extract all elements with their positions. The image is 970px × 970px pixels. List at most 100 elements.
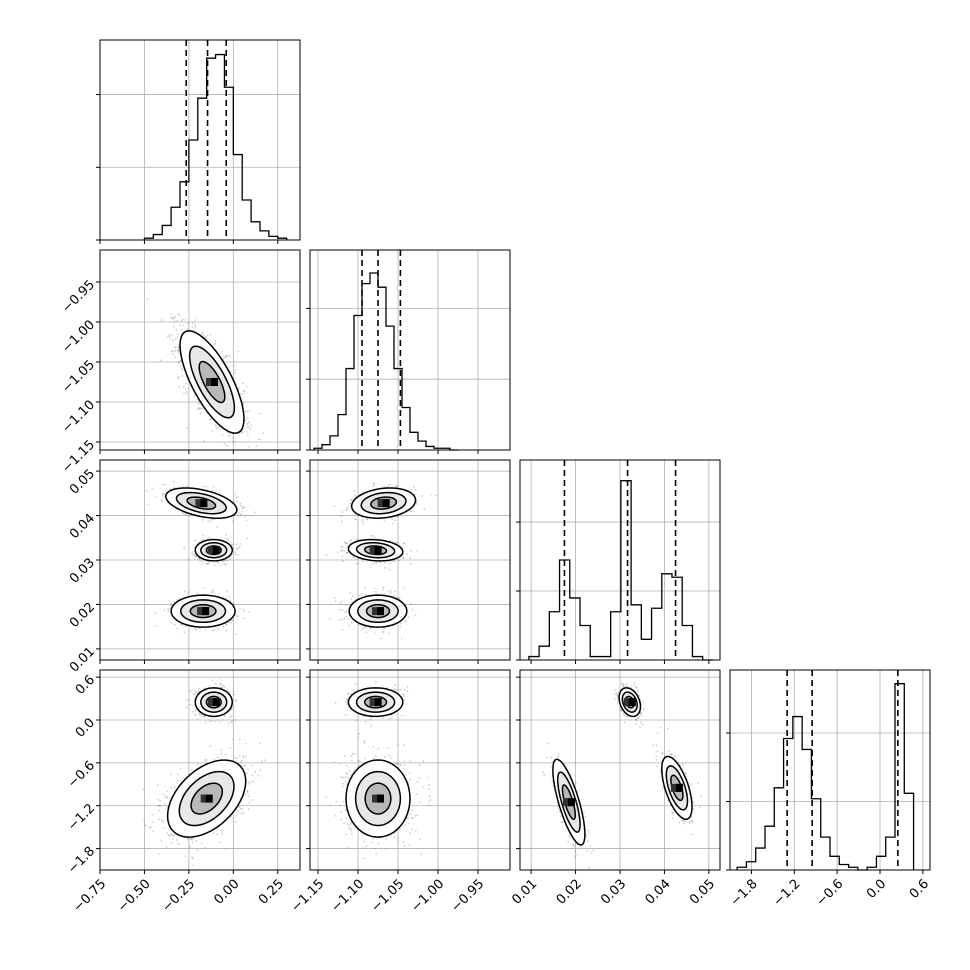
scatter-point bbox=[370, 724, 373, 727]
scatter-point bbox=[217, 628, 219, 631]
scatter-point bbox=[216, 756, 219, 759]
scatter-point bbox=[198, 402, 200, 405]
scatter-point bbox=[423, 508, 426, 511]
scatter-point bbox=[246, 417, 249, 419]
scatter-point bbox=[340, 549, 343, 552]
scatter-point bbox=[185, 382, 187, 385]
scatter-point bbox=[244, 793, 247, 796]
scatter-point bbox=[204, 628, 207, 631]
scatter-point bbox=[622, 685, 625, 688]
scatter-point bbox=[560, 821, 563, 824]
scatter-point bbox=[228, 355, 231, 358]
scatter-point bbox=[572, 843, 575, 846]
scatter-point bbox=[233, 500, 236, 503]
scatter-point bbox=[249, 428, 252, 431]
scatter-point bbox=[402, 841, 405, 843]
scatter-point bbox=[374, 591, 377, 593]
scatter-point bbox=[344, 604, 347, 607]
scatter-point bbox=[699, 806, 702, 809]
scatter-point bbox=[350, 692, 353, 695]
scatter-point bbox=[380, 637, 382, 640]
scatter-point bbox=[238, 754, 241, 757]
scatter-point bbox=[243, 610, 245, 613]
scatter-point bbox=[177, 779, 180, 782]
scatter-point bbox=[232, 436, 235, 439]
pair-content bbox=[100, 670, 300, 870]
scatter-point bbox=[158, 853, 160, 856]
scatter-point bbox=[338, 762, 341, 765]
scatter-point bbox=[176, 627, 179, 630]
scatter-point bbox=[247, 422, 249, 425]
scatter-point bbox=[228, 433, 230, 436]
scatter-point bbox=[234, 440, 236, 443]
hist-panel-3 bbox=[726, 669, 931, 874]
scatter-point bbox=[371, 563, 374, 565]
scatter-point bbox=[692, 801, 695, 803]
scatter-point bbox=[243, 390, 246, 393]
scatter-point bbox=[157, 784, 159, 787]
pair-content bbox=[100, 460, 300, 660]
scatter-point bbox=[161, 484, 164, 486]
scatter-point bbox=[223, 563, 226, 565]
scatter-point bbox=[196, 408, 198, 411]
scatter-point bbox=[403, 542, 406, 545]
scatter-point bbox=[414, 815, 417, 817]
scatter-point bbox=[350, 754, 353, 757]
scatter-point bbox=[234, 821, 237, 823]
scatter-point bbox=[157, 804, 160, 807]
y-tick-label-1-2: −1.05 bbox=[59, 357, 98, 396]
scatter-point bbox=[222, 560, 225, 563]
scatter-point bbox=[341, 548, 344, 551]
scatter-point bbox=[346, 822, 349, 825]
scatter-point bbox=[247, 426, 250, 429]
scatter-point bbox=[616, 694, 619, 697]
scatter-point bbox=[169, 336, 171, 339]
scatter-point bbox=[346, 551, 349, 554]
scatter-point bbox=[220, 686, 223, 689]
scatter-point bbox=[383, 562, 386, 564]
scatter-point bbox=[220, 682, 222, 685]
scatter-point bbox=[202, 539, 205, 541]
x-tick-label-2-3: 0.04 bbox=[643, 877, 674, 908]
scatter-point bbox=[655, 744, 658, 747]
scatter-point bbox=[630, 686, 633, 688]
scatter-point bbox=[248, 420, 250, 423]
scatter-point bbox=[373, 632, 376, 635]
scatter-point bbox=[668, 753, 671, 756]
scatter-point bbox=[620, 710, 623, 713]
scatter-point bbox=[236, 553, 239, 556]
y-tick-label-3-0: −1.8 bbox=[65, 844, 98, 877]
scatter-point bbox=[382, 586, 385, 589]
scatter-point bbox=[340, 515, 343, 518]
scatter-point bbox=[383, 485, 386, 488]
scatter-point bbox=[174, 349, 177, 351]
scatter-point bbox=[174, 786, 176, 789]
scatter-point bbox=[159, 359, 162, 362]
scatter-point bbox=[181, 367, 183, 370]
scatter-point bbox=[670, 752, 673, 755]
scatter-point bbox=[642, 708, 645, 711]
scatter-point bbox=[196, 849, 199, 852]
scatter-point bbox=[396, 837, 399, 840]
scatter-point bbox=[350, 821, 353, 824]
scatter-point bbox=[621, 683, 624, 685]
scatter-point bbox=[362, 560, 364, 563]
scatter-point bbox=[224, 563, 227, 566]
scatter-point bbox=[221, 434, 224, 437]
scatter-point bbox=[389, 589, 392, 592]
scatter-point bbox=[194, 714, 196, 717]
scatter-point bbox=[247, 781, 250, 784]
density-peak-0 bbox=[202, 607, 210, 616]
scatter-point bbox=[343, 550, 345, 552]
scatter-point bbox=[372, 534, 375, 537]
scatter-point bbox=[254, 511, 257, 514]
scatter-point bbox=[204, 721, 207, 723]
scatter-point bbox=[198, 713, 201, 716]
scatter-point bbox=[568, 835, 571, 838]
scatter-point bbox=[386, 686, 389, 689]
scatter-point bbox=[201, 331, 204, 334]
scatter-point bbox=[238, 546, 241, 548]
scatter-point bbox=[144, 824, 147, 827]
scatter-point bbox=[399, 689, 402, 692]
pair-content bbox=[310, 460, 510, 660]
